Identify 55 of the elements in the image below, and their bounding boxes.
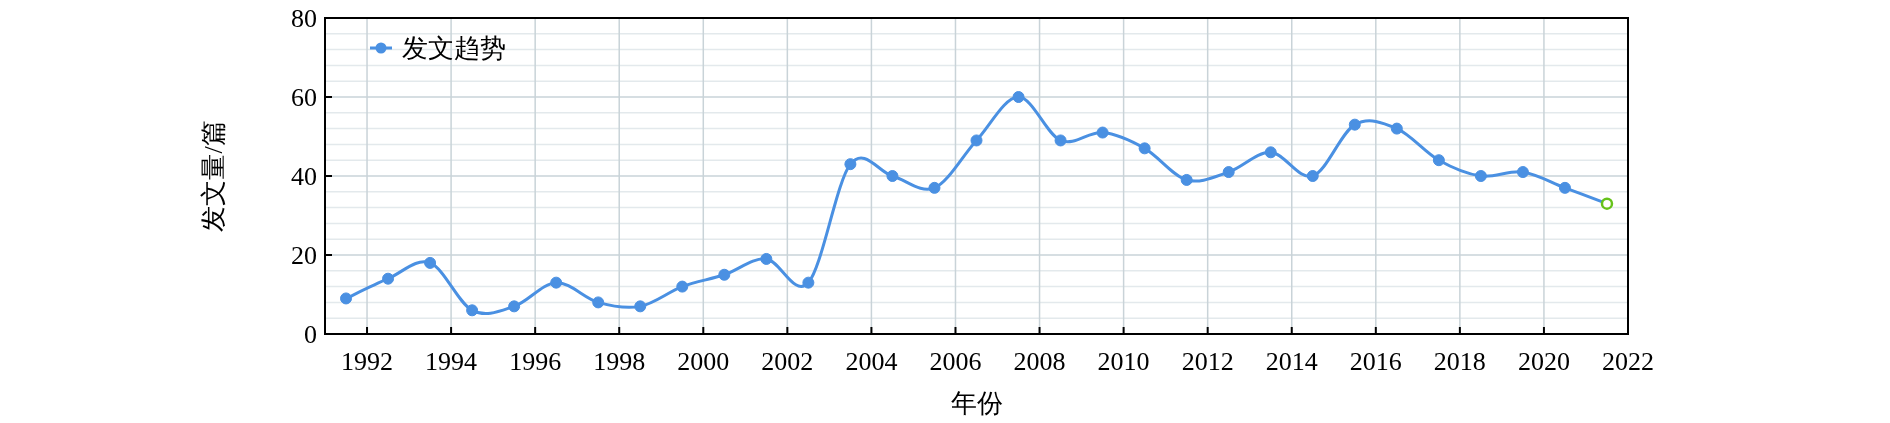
x-tick-label: 2004	[845, 347, 898, 376]
point	[928, 181, 941, 194]
point	[1600, 197, 1614, 210]
point	[1516, 166, 1529, 179]
point	[718, 268, 731, 281]
point	[634, 300, 647, 313]
point	[1306, 170, 1319, 182]
x-tick-label: 1998	[593, 347, 646, 376]
point	[1054, 134, 1067, 147]
point	[760, 252, 773, 265]
point	[1222, 166, 1235, 179]
point	[508, 300, 521, 313]
point	[1432, 154, 1445, 167]
x-tick-label: 2014	[1265, 347, 1318, 376]
x-tick-label: 2018	[1433, 347, 1486, 376]
y-axis-title: 发文量/篇	[199, 120, 228, 232]
x-tick-label: 2022	[1602, 347, 1654, 376]
point	[550, 276, 563, 289]
x-axis-title: 年份	[950, 389, 1003, 418]
x-tick-label: 2002	[761, 347, 814, 376]
x-tick-label: 2006	[929, 347, 982, 376]
x-tick-label: 2008	[1013, 347, 1066, 376]
x-tick-label: 1996	[509, 347, 562, 376]
x-tick-label: 2012	[1181, 347, 1234, 376]
x-tick-label: 2000	[677, 347, 730, 376]
point	[886, 170, 899, 182]
x-tick-label: 2010	[1097, 347, 1150, 376]
point	[1096, 126, 1109, 139]
point	[1390, 122, 1403, 135]
point	[382, 272, 395, 285]
legend-label: 发文趋势	[402, 34, 506, 63]
y-tick-label: 20	[291, 241, 317, 270]
point	[844, 158, 857, 171]
point	[970, 134, 983, 147]
point	[1180, 173, 1193, 186]
x-tick-label: 1994	[425, 347, 478, 376]
point	[1012, 91, 1025, 103]
point	[592, 296, 605, 309]
point	[1474, 170, 1487, 182]
point	[1138, 142, 1151, 155]
y-tick-label: 80	[291, 4, 317, 33]
y-tick-label: 0	[304, 320, 317, 349]
x-tick-label: 2016	[1349, 347, 1402, 376]
point	[424, 256, 437, 269]
y-tick-label: 60	[291, 83, 317, 112]
point	[466, 304, 479, 317]
y-tick-label: 40	[291, 162, 317, 191]
point	[1348, 118, 1361, 131]
point	[1558, 181, 1571, 194]
x-tick-label: 1992	[341, 347, 394, 376]
point	[676, 280, 689, 293]
point	[340, 292, 353, 305]
point	[802, 276, 815, 289]
x-tick-label: 2020	[1517, 347, 1570, 376]
point	[1264, 146, 1277, 159]
